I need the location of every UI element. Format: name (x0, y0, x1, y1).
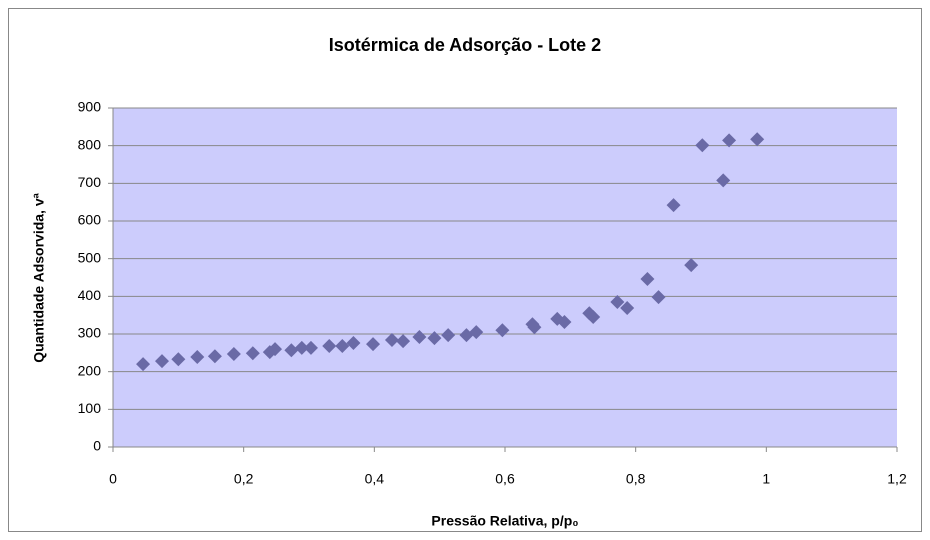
y-tick-label: 0 (93, 438, 101, 454)
y-tick-label: 100 (78, 400, 102, 416)
y-tick-label: 200 (78, 362, 102, 378)
point (226, 346, 241, 361)
point (722, 133, 737, 148)
plot-area (113, 108, 897, 447)
point (245, 346, 260, 361)
point (427, 331, 442, 346)
point (384, 333, 399, 348)
point (527, 320, 542, 335)
point (716, 173, 731, 188)
y-tick-label: 700 (78, 174, 102, 190)
y-tick-label: 400 (78, 287, 102, 303)
y-tick-label: 500 (78, 249, 102, 265)
point (495, 323, 510, 338)
x-tick-label: 0,2 (234, 471, 254, 487)
point (610, 294, 625, 309)
x-tick-label: 0 (109, 471, 117, 487)
x-axis-label: Pressão Relativa, p/p₀ (431, 513, 578, 529)
point (695, 138, 710, 153)
x-tick-label: 0,4 (365, 471, 385, 487)
point (346, 336, 361, 351)
point (469, 325, 484, 340)
chart-title: Isotérmica de Adsorção - Lote 2 (329, 35, 601, 55)
point (640, 272, 655, 287)
x-tick-label: 1,2 (887, 471, 907, 487)
point (303, 340, 318, 355)
point (322, 339, 337, 354)
point (557, 314, 572, 329)
point (207, 349, 222, 364)
point (335, 339, 350, 354)
y-tick-label: 300 (78, 325, 102, 341)
point (586, 310, 601, 325)
x-tick-label: 0,6 (495, 471, 515, 487)
point (620, 301, 635, 316)
point (651, 290, 666, 305)
point (136, 357, 151, 372)
point (750, 132, 765, 147)
point (366, 337, 381, 352)
y-tick-label: 800 (78, 136, 102, 152)
x-tick-label: 1 (762, 471, 770, 487)
point (155, 354, 169, 369)
y-axis-label: Quantidade Adsorvida, vª (31, 192, 47, 362)
point (412, 330, 427, 345)
point (190, 349, 205, 364)
point (441, 328, 456, 343)
point (268, 342, 283, 357)
x-tick-label: 0,8 (626, 471, 646, 487)
point (666, 198, 681, 213)
point (294, 340, 309, 355)
y-tick-label: 600 (78, 212, 102, 228)
point (171, 352, 186, 367)
point (396, 334, 411, 349)
point (284, 343, 299, 358)
point (684, 258, 699, 273)
y-tick-label: 900 (78, 99, 102, 115)
